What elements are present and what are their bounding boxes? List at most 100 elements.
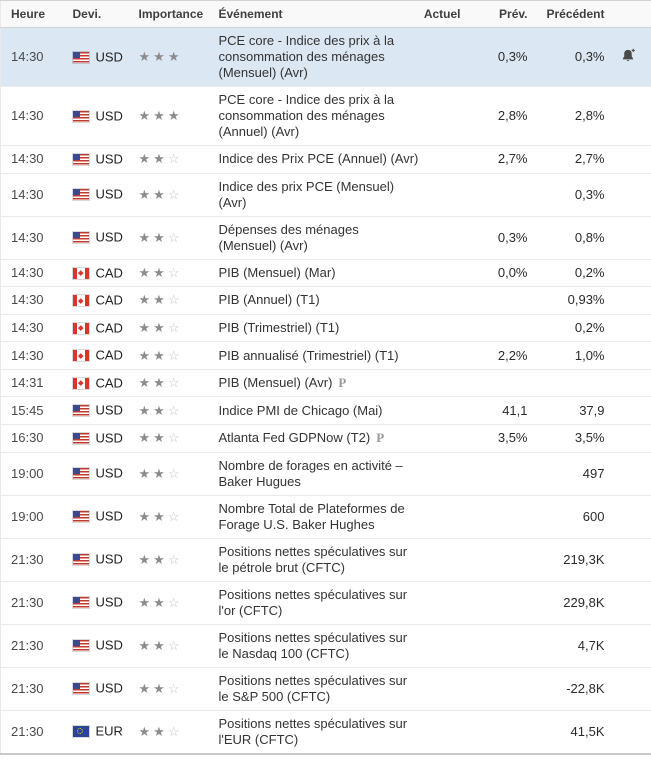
event-link[interactable]: Positions nettes spéculatives sur l'or (… [218,586,408,618]
star-filled-icon: ★ [138,292,151,308]
event-link[interactable]: Nombre de forages en activité – Baker Hu… [218,457,403,489]
star-filled-icon: ★ [138,108,151,123]
event-time: 14:30 [0,314,57,343]
header-previous: Précédent [537,0,615,28]
event-link[interactable]: Indice PMI de Chicago (Mai) [218,402,383,418]
forecast-value: 0,0% [470,259,538,288]
star-empty-icon: ☆ [167,375,180,391]
alert-cell [614,173,651,217]
event-link[interactable]: PIB (Annuel) (T1) [218,292,320,308]
event-row: 14:30 USD ★ ★ ☆ Indice des prix PCE (Mensu… [0,173,651,217]
event-time: 15:45 [0,396,57,425]
event-link[interactable]: Positions nettes spéculatives sur l'EUR … [218,715,408,747]
star-filled-icon: ★ [153,49,165,64]
importance-stars: ★ ★ ☆ [126,369,207,398]
star-filled-icon: ★ [138,375,151,391]
star-empty-icon: ☆ [167,723,180,739]
currency-code: USD [95,186,123,202]
event-row: 14:30 CAD ★ ★ ☆ PIB annualisé (Trimestriel… [0,341,651,370]
star-filled-icon: ★ [138,347,151,363]
event-row: 21:30 USD ★ ★ ☆ Positions nettes spéculati… [0,538,651,582]
bell-plus-icon [622,48,635,61]
currency-code: USD [95,637,123,653]
event-link[interactable]: PCE core - Indice des prix à la consomma… [218,33,395,80]
alert-cell [614,396,651,425]
event-link[interactable]: PIB (Trimestriel) (T1) [218,319,340,335]
alert-cell [614,86,651,146]
event-link[interactable]: Positions nettes spéculatives sur le Nas… [218,629,408,661]
star-empty-icon: ☆ [167,151,180,167]
actual-value [420,710,471,754]
event-link[interactable]: Positions nettes spéculatives sur le pét… [218,543,408,575]
event-link[interactable]: PIB (Mensuel) (Mar) [218,264,336,280]
star-filled-icon: ★ [138,465,151,481]
importance-stars: ★ ★ ☆ [126,396,207,425]
event-cell: Positions nettes spéculatives sur le S&P… [206,667,421,711]
currency-flag-icon [72,322,89,334]
currency-code: USD [95,508,123,524]
event-time: 14:30 [0,86,57,146]
actual-value [420,538,471,582]
star-filled-icon: ★ [153,723,165,739]
event-link[interactable]: PIB annualisé (Trimestriel) (T1) [218,347,399,363]
importance-stars: ★ ★ ☆ [126,624,207,668]
importance-stars: ★ ★ ☆ [126,538,207,582]
event-cell: Positions nettes spéculatives sur l'EUR … [206,710,421,754]
importance-stars: ★ ★ ☆ [126,424,207,453]
currency-flag-icon [72,295,89,307]
forecast-value: 2,8% [470,86,538,146]
header-time: Heure [0,0,57,28]
currency-flag-icon [72,405,89,417]
alert-cell [614,667,651,711]
currency-flag-icon [72,189,89,201]
event-row: 14:30 USD ★ ★ ☆ Dépenses des ménages (Mens… [0,216,651,260]
forecast-value: 3,5% [470,424,538,453]
event-link[interactable]: PIB (Mensuel) (Avr) [218,375,333,391]
alert-bell-button[interactable] [621,48,636,63]
alert-cell [614,424,651,453]
currency-code: USD [95,229,123,245]
actual-value [420,667,471,711]
currency-code: USD [95,551,123,567]
currency-code: USD [95,594,123,610]
star-empty-icon: ☆ [167,680,180,696]
currency-flag-icon [72,726,89,738]
forecast-value: 2,7% [470,145,538,174]
event-cell: Indice des prix PCE (Mensuel) (Avr) [206,173,421,217]
forecast-value: 0,3% [470,216,538,260]
currency-cell: CAD [56,341,127,370]
currency-code: USD [95,465,123,481]
actual-value [420,495,471,539]
event-link[interactable]: Atlanta Fed GDPNow (T2) [218,430,371,446]
star-filled-icon: ★ [153,319,165,335]
event-link[interactable]: PCE core - Indice des prix à la consomma… [218,92,395,139]
event-cell: PCE core - Indice des prix à la consomma… [206,27,421,87]
event-row: 16:30 USD ★ ★ ☆ Atlanta Fed GDPNow (T2) P 3… [0,424,651,453]
star-empty-icon: ☆ [167,465,180,481]
alert-cell [614,538,651,582]
header-forecast: Prév. [470,0,538,28]
event-link[interactable]: Indice des Prix PCE (Annuel) (Avr) [218,151,419,167]
star-filled-icon: ★ [153,151,165,167]
importance-stars: ★ ★ ☆ [126,286,207,315]
star-filled-icon: ★ [138,508,151,524]
importance-stars: ★ ★ ★ [126,27,207,87]
currency-flag-icon [72,554,89,566]
event-link[interactable]: Indice des prix PCE (Mensuel) (Avr) [218,178,395,210]
star-empty-icon: ☆ [167,430,180,446]
currency-cell: USD [56,27,127,87]
previous-value: 0,93% [537,286,615,315]
event-time: 21:30 [0,667,57,711]
actual-value [420,314,471,343]
event-row: 15:45 USD ★ ★ ☆ Indice PMI de Chicago (Mai… [0,396,651,425]
star-filled-icon: ★ [138,186,151,202]
star-empty-icon: ☆ [167,402,180,418]
star-empty-icon: ☆ [167,637,180,653]
currency-flag-icon [72,468,89,480]
event-link[interactable]: Positions nettes spéculatives sur le S&P… [218,672,408,704]
event-link[interactable]: Dépenses des ménages (Mensuel) (Avr) [218,221,359,253]
event-link[interactable]: Nombre Total de Plateformes de Forage U.… [218,500,405,532]
importance-stars: ★ ★ ☆ [126,581,207,625]
star-filled-icon: ★ [138,430,151,446]
